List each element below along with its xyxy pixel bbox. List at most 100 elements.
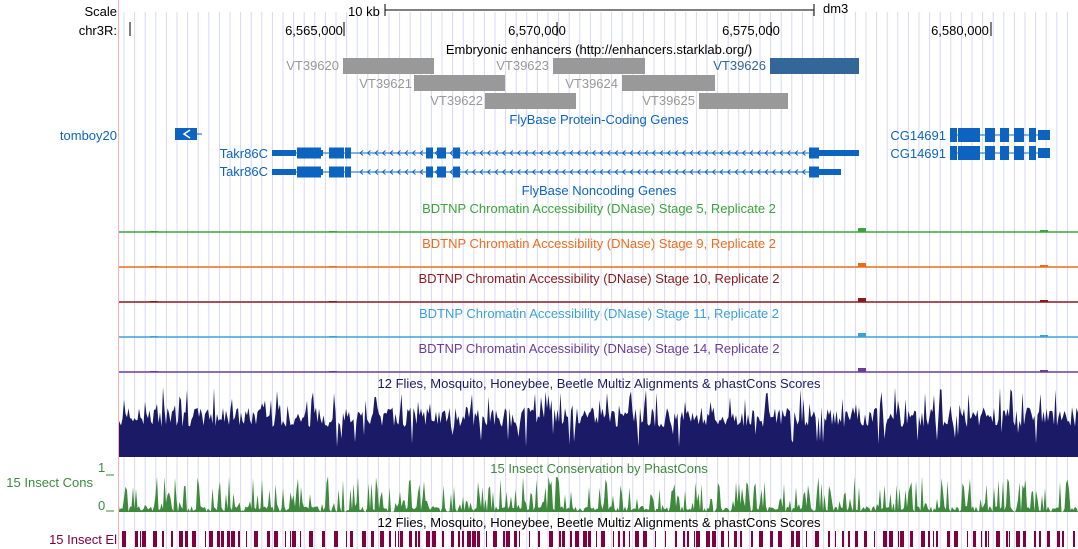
protein-coding-track-title[interactable]: FlyBase Protein-Coding Genes [509, 112, 689, 127]
strand-arrow [704, 150, 709, 156]
gene-exon [297, 147, 321, 159]
conserved-element [486, 531, 487, 547]
dnase-stage11-title[interactable]: BDTNP Chromatin Accessibility (DNase) St… [418, 306, 780, 321]
dnase-signal-peak [1040, 335, 1048, 337]
conserved-element [246, 531, 247, 547]
enhancer-label-vt39623[interactable]: VT39623 [496, 58, 549, 73]
strand-arrow [419, 150, 424, 156]
gene-label-cg14691-1[interactable]: CG14691 [890, 128, 946, 143]
dnase-signal-peak [150, 371, 158, 372]
phastcons-left-label[interactable]: 15 Insect Cons [6, 475, 93, 490]
dnase-stage14-title[interactable]: BDTNP Chromatin Accessibility (DNase) St… [418, 341, 780, 356]
conserved-element [629, 531, 630, 547]
conserved-element [503, 531, 505, 547]
conserved-element [796, 531, 800, 547]
strand-arrow [486, 169, 491, 175]
dnase-stage5-title[interactable]: BDTNP Chromatin Accessibility (DNase) St… [422, 201, 776, 216]
conserved-element [409, 531, 412, 547]
enhancer-label-vt39622[interactable]: VT39622 [430, 93, 483, 108]
conserved-element [122, 531, 126, 547]
strand-arrow [419, 169, 424, 175]
conserved-element [238, 531, 240, 547]
conserved-element [395, 531, 396, 547]
conserved-element [973, 531, 976, 547]
dnase-signal-peak [150, 231, 158, 232]
conserved-element [415, 531, 417, 547]
multiz-track-title[interactable]: 12 Flies, Mosquito, Honeybee, Beetle Mul… [377, 376, 821, 391]
strand-arrow [801, 150, 806, 156]
strand-arrow [464, 150, 469, 156]
dnase-signal-peak [329, 336, 337, 337]
gene-exon [437, 166, 446, 178]
strand-arrow [756, 169, 761, 175]
conserved-element [806, 531, 807, 547]
strand-arrow [674, 150, 679, 156]
gene-label-takr86c-1[interactable]: Takr86C [219, 146, 268, 161]
enhancer-label-vt39625[interactable]: VT39625 [642, 93, 695, 108]
conserved-element [209, 531, 213, 547]
dnase-signal-peak [150, 266, 158, 267]
conserved-element [601, 531, 605, 547]
strand-arrow [509, 169, 514, 175]
strand-arrow [636, 150, 641, 156]
enhancer-label-vt39624[interactable]: VT39624 [565, 76, 618, 91]
strand-arrow [749, 169, 754, 175]
conserved-element [309, 531, 313, 547]
strand-arrow [756, 150, 761, 156]
strand-arrow [494, 150, 499, 156]
dnase-signal-peak [858, 263, 866, 267]
conserved-element [549, 531, 553, 547]
strand-arrow [614, 169, 619, 175]
conserved-element [988, 531, 989, 547]
elements-track-title[interactable]: 12 Flies, Mosquito, Honeybee, Beetle Mul… [377, 515, 821, 530]
strand-arrow [366, 169, 371, 175]
conserved-element [221, 531, 224, 547]
conserved-element [770, 531, 773, 547]
conserved-element [538, 531, 540, 547]
gene-label-cg14691-2[interactable]: CG14691 [890, 146, 946, 161]
conserved-element [334, 531, 338, 547]
strand-arrow [726, 169, 731, 175]
ruler-position-1: 6,565,000 [285, 23, 343, 38]
gene-exon [297, 166, 321, 178]
gene-label-tomboy20[interactable]: tomboy20 [59, 128, 117, 143]
gene-exon [1029, 146, 1036, 160]
gene-exon [809, 166, 819, 178]
strand-arrow [389, 169, 394, 175]
conserved-element [665, 531, 666, 547]
strand-arrow [741, 169, 746, 175]
strand-arrow [696, 169, 701, 175]
enhancer-label-vt39626[interactable]: VT39626 [713, 58, 766, 73]
conserved-element [290, 531, 291, 547]
conserved-element [153, 531, 157, 547]
noncoding-track-title[interactable]: FlyBase Noncoding Genes [521, 183, 677, 198]
conserved-element [898, 531, 899, 547]
gene-label-takr86c-2[interactable]: Takr86C [219, 164, 268, 179]
conserved-element [380, 531, 384, 547]
conserved-element [588, 531, 591, 547]
conserved-element [493, 531, 497, 547]
gene-exon [1038, 130, 1050, 140]
conserved-element [192, 531, 196, 547]
enhancer-label-vt39621[interactable]: VT39621 [359, 76, 412, 91]
dnase-stage10-title[interactable]: BDTNP Chromatin Accessibility (DNase) St… [418, 271, 780, 286]
enhancers-track-title[interactable]: Embryonic enhancers (http://enhancers.st… [445, 42, 753, 57]
strand-arrow [471, 169, 476, 175]
gene-exon [318, 169, 323, 175]
phastcons-track-title[interactable]: 15 Insect Conservation by PhastCons [490, 461, 708, 476]
strand-arrow [366, 150, 371, 156]
dnase-stage9-title[interactable]: BDTNP Chromatin Accessibility (DNase) St… [422, 236, 776, 251]
strand-arrow [674, 169, 679, 175]
elements-left-label[interactable]: 15 Insect El [49, 532, 117, 547]
ruler-position-3: 6,575,000 [722, 23, 780, 38]
enhancer-label-vt39620[interactable]: VT39620 [286, 58, 339, 73]
conserved-element [694, 531, 695, 547]
conserved-element [205, 531, 206, 547]
conserved-element [185, 531, 188, 547]
conserved-element [728, 531, 729, 547]
strand-arrow [666, 150, 671, 156]
gene-exon [950, 128, 957, 142]
conserved-element [1073, 531, 1075, 547]
strand-arrow [786, 150, 791, 156]
